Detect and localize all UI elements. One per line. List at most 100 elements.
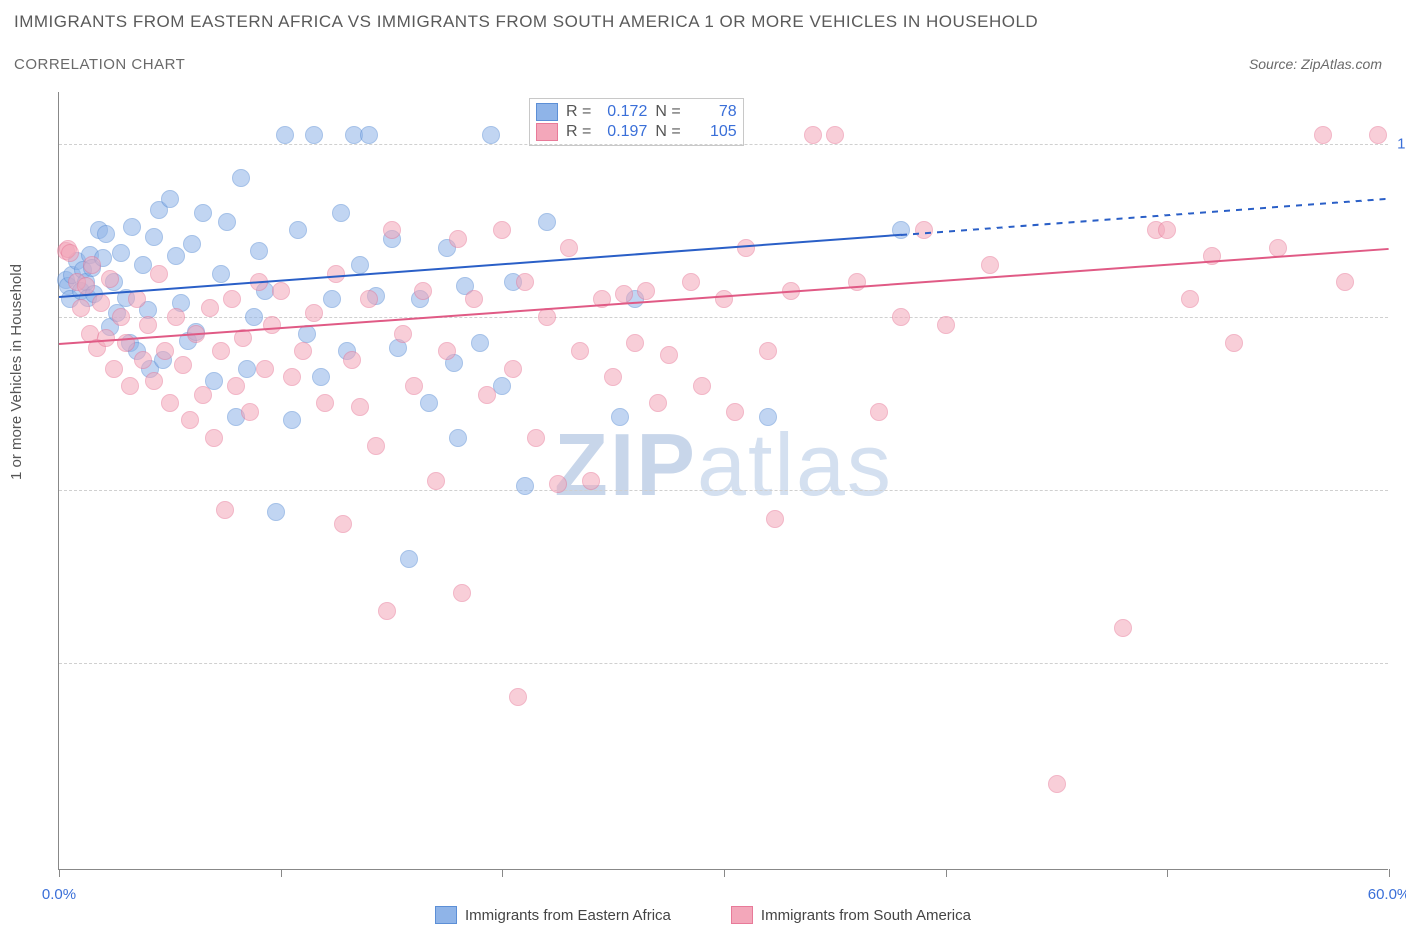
data-point: [227, 377, 245, 395]
data-point: [1048, 775, 1066, 793]
n-value-series-1: 78: [689, 103, 737, 121]
data-point: [538, 213, 556, 231]
scatter-plot-area: ZIPatlas R = 0.172 N = 78 R = 0.197 N = …: [58, 92, 1388, 870]
r-value-series-1: 0.172: [599, 103, 647, 121]
data-point: [256, 360, 274, 378]
data-point: [305, 126, 323, 144]
x-tick: [59, 869, 60, 877]
data-point: [726, 403, 744, 421]
data-point: [150, 265, 168, 283]
data-point: [759, 342, 777, 360]
chart-subtitle: CORRELATION CHART: [14, 56, 185, 73]
data-point: [174, 356, 192, 374]
y-tick-label: 90.0%: [1393, 308, 1406, 325]
data-point: [1369, 126, 1387, 144]
y-tick-label: 80.0%: [1393, 481, 1406, 498]
data-point: [183, 235, 201, 253]
data-point: [216, 501, 234, 519]
data-point: [134, 351, 152, 369]
data-point: [156, 342, 174, 360]
watermark-bold: ZIP: [554, 415, 697, 514]
r-label: R =: [566, 103, 591, 121]
data-point: [161, 190, 179, 208]
data-point: [682, 273, 700, 291]
data-point: [334, 515, 352, 533]
x-tick-label: 60.0%: [1368, 886, 1406, 903]
data-point: [272, 282, 290, 300]
data-point: [649, 394, 667, 412]
data-point: [582, 472, 600, 490]
data-point: [360, 290, 378, 308]
data-point: [312, 368, 330, 386]
trend-line: [901, 197, 1389, 235]
x-tick: [502, 869, 503, 877]
n-label: N =: [655, 103, 680, 121]
data-point: [194, 386, 212, 404]
data-point: [316, 394, 334, 412]
gridline-h: [59, 490, 1388, 491]
data-point: [305, 304, 323, 322]
series-2-name: Immigrants from South America: [761, 907, 971, 924]
data-point: [549, 475, 567, 493]
data-point: [83, 256, 101, 274]
data-point: [245, 308, 263, 326]
data-point: [351, 256, 369, 274]
data-point: [660, 346, 678, 364]
data-point: [205, 429, 223, 447]
data-point: [1114, 619, 1132, 637]
data-point: [332, 204, 350, 222]
data-point: [367, 437, 385, 455]
data-point: [298, 325, 316, 343]
data-point: [516, 477, 534, 495]
data-point: [478, 386, 496, 404]
data-point: [267, 503, 285, 521]
data-point: [611, 408, 629, 426]
data-point: [112, 244, 130, 262]
data-point: [527, 429, 545, 447]
data-point: [615, 285, 633, 303]
data-point: [427, 472, 445, 490]
data-point: [276, 126, 294, 144]
data-point: [145, 372, 163, 390]
chart-title: IMMIGRANTS FROM EASTERN AFRICA VS IMMIGR…: [14, 12, 1038, 32]
data-point: [509, 688, 527, 706]
data-point: [283, 411, 301, 429]
data-point: [453, 584, 471, 602]
data-point: [383, 221, 401, 239]
data-point: [870, 403, 888, 421]
data-point: [241, 403, 259, 421]
data-point: [250, 242, 268, 260]
data-point: [405, 377, 423, 395]
data-point: [504, 360, 522, 378]
x-tick: [1389, 869, 1390, 877]
r-label: R =: [566, 123, 591, 141]
data-point: [465, 290, 483, 308]
data-point: [263, 316, 281, 334]
data-point: [343, 351, 361, 369]
data-point: [449, 429, 467, 447]
data-point: [117, 334, 135, 352]
data-point: [604, 368, 622, 386]
data-point: [637, 282, 655, 300]
data-point: [715, 290, 733, 308]
data-point: [327, 265, 345, 283]
data-point: [394, 325, 412, 343]
data-point: [145, 228, 163, 246]
data-point: [201, 299, 219, 317]
r-value-series-2: 0.197: [599, 123, 647, 141]
watermark: ZIPatlas: [554, 414, 893, 516]
data-point: [438, 342, 456, 360]
data-point: [560, 239, 578, 257]
data-point: [97, 225, 115, 243]
data-point: [323, 290, 341, 308]
data-point: [212, 265, 230, 283]
data-point: [937, 316, 955, 334]
y-tick-label: 100.0%: [1393, 135, 1406, 152]
x-tick: [946, 869, 947, 877]
data-point: [351, 398, 369, 416]
data-point: [360, 126, 378, 144]
source-name: ZipAtlas.com: [1301, 56, 1382, 72]
data-point: [283, 368, 301, 386]
data-point: [449, 230, 467, 248]
data-point: [289, 221, 307, 239]
